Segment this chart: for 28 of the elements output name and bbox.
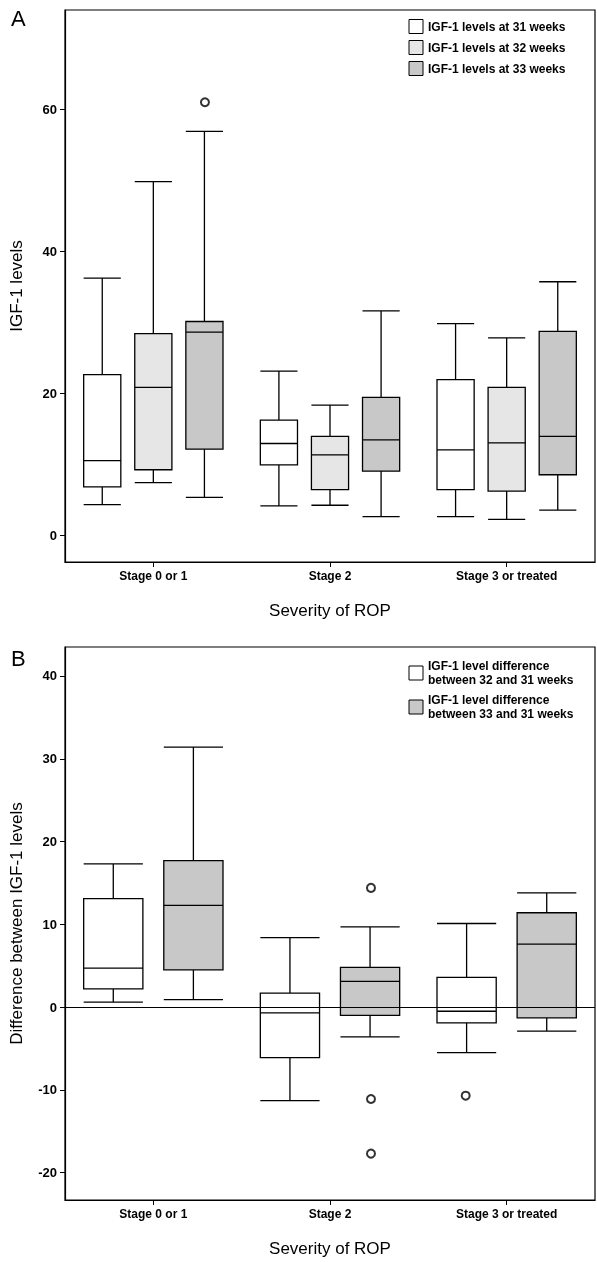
legend-label: IGF-1 levels at 32 weeks [428,40,566,55]
y-tick-label: 0 [49,527,57,543]
y-tick-label: -20 [38,1165,57,1181]
x-tick-label: Stage 2 [308,569,352,583]
x-axis-title: Severity of ROP [269,1239,391,1258]
y-tick-label: 10 [42,916,57,932]
y-tick-label: -10 [38,1082,57,1098]
y-tick-label: 20 [42,834,57,850]
legend-label: IGF-1 levels at 33 weeks [428,61,566,76]
legend-label: IGF-1 levels at 31 weeks [428,19,566,34]
legend-label: IGF-1 level difference between 32 and 31 weeks [428,659,574,687]
y-tick-label: 40 [42,243,57,259]
legend-label: IGF-1 level difference between 33 and 31 weeks [428,693,574,721]
x-tick-label: Stage 0 or 1 [119,569,188,583]
x-axis-title: Severity of ROP [269,601,391,620]
y-tick-label: 60 [42,101,57,117]
y-tick-label: 0 [49,999,57,1015]
chart-title: A [11,5,26,31]
x-tick-label: Stage 2 [308,1207,352,1221]
y-tick-label: 30 [42,751,57,767]
x-tick-label: Stage 3 or treated [455,1207,558,1221]
chart-title: B [11,645,26,671]
x-tick-label: Stage 3 or treated [455,569,558,583]
y-tick-label: 20 [42,385,57,401]
y-axis-title: Difference between IGF-1 levels [7,802,26,1045]
x-tick-label: Stage 0 or 1 [119,1207,188,1221]
y-axis-title: IGF-1 levels [7,240,26,332]
y-tick-label: 40 [42,668,57,684]
